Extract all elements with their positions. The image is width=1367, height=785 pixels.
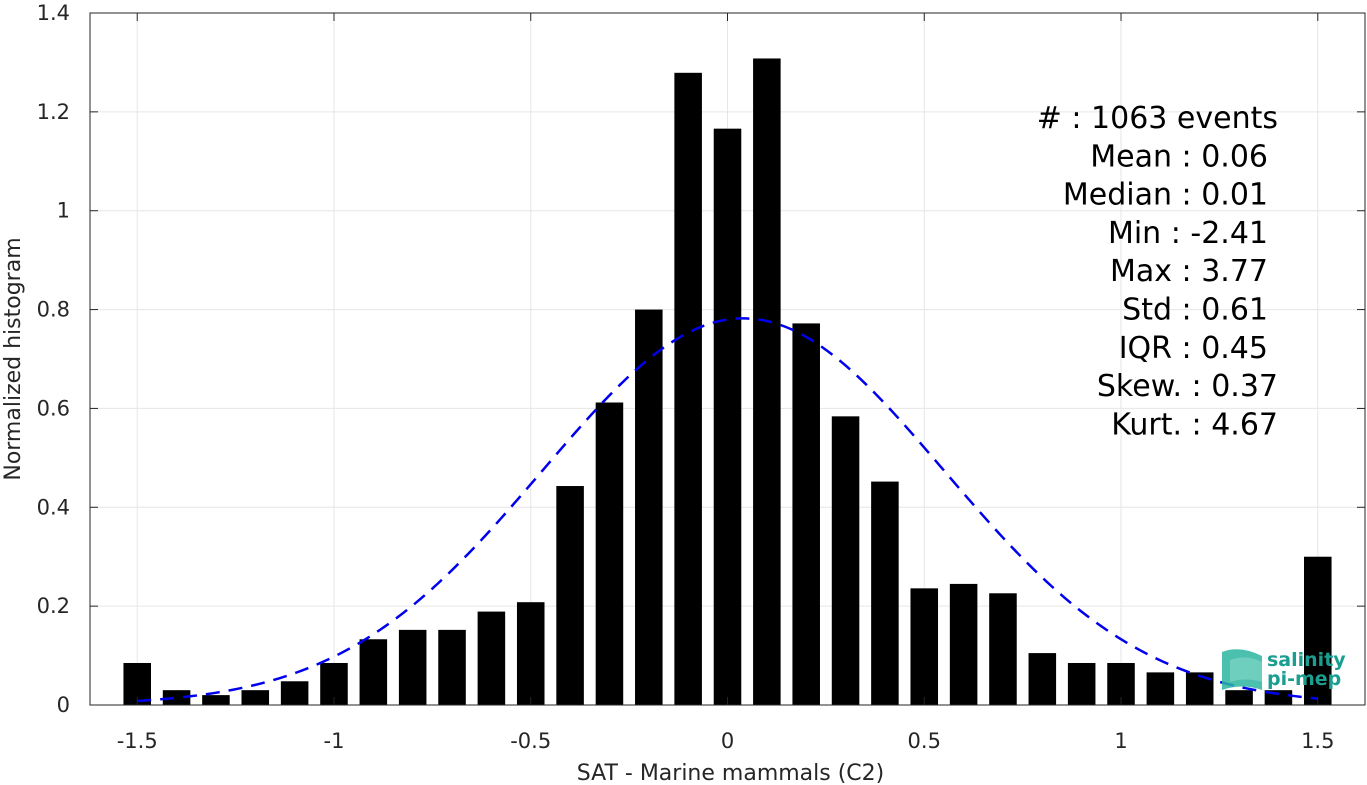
x-tick-label: -1	[324, 729, 345, 753]
histogram-bars	[123, 58, 1332, 706]
histogram-bar	[477, 611, 506, 705]
stat-line: Median : 0.01	[1063, 178, 1268, 213]
histogram-bar	[713, 128, 742, 706]
histogram-bar	[1028, 653, 1057, 705]
y-axis-label: Normalized histogram	[1, 237, 26, 480]
histogram-bar	[949, 583, 978, 705]
histogram-bar	[1146, 672, 1175, 705]
histogram-bar	[398, 629, 427, 705]
y-tick-label: 0	[57, 693, 70, 717]
histogram-bar	[1304, 556, 1332, 705]
histogram-bar	[516, 602, 545, 705]
histogram-bar	[871, 481, 899, 705]
y-tick-label: 0.8	[37, 298, 70, 322]
x-axis-ticks: -1.5 -1 -0.5 0 0.5 1 1.5	[117, 13, 1334, 753]
histogram-bar	[280, 681, 309, 705]
histogram-bar	[1067, 662, 1096, 705]
salinity-pi-mep-logo: salinity pi-mep	[1222, 649, 1346, 690]
x-tick-label: 1.5	[1301, 729, 1334, 753]
x-tick-label: 0.5	[908, 729, 941, 753]
histogram-bar	[831, 416, 860, 705]
x-axis-label: SAT - Marine mammals (C2)	[577, 761, 885, 785]
x-tick-label: 1	[1114, 729, 1127, 753]
y-tick-label: 1.2	[37, 100, 70, 124]
stat-line: IQR : 0.45	[1119, 331, 1268, 366]
histogram-bar	[162, 690, 191, 705]
histogram-bar	[241, 690, 270, 705]
stat-line: Kurt. : 4.67	[1111, 407, 1278, 442]
stat-line: Max : 3.77	[1110, 254, 1268, 289]
y-tick-label: 0.4	[37, 495, 70, 519]
histogram-bar	[910, 588, 939, 705]
logo-text-pi-mep: pi-mep	[1267, 668, 1341, 690]
y-tick-label: 1.4	[37, 1, 70, 25]
histogram-bar	[595, 402, 624, 705]
y-axis-ticks: 0 0.2 0.4 0.6 0.8 1 1.2 1.4	[37, 1, 1365, 717]
y-tick-label: 1	[57, 199, 70, 223]
y-tick-label: 0.2	[37, 594, 70, 618]
x-tick-label: -1.5	[117, 729, 158, 753]
histogram-bar	[359, 639, 388, 705]
histogram-bar	[202, 695, 230, 705]
histogram-bar	[1185, 672, 1214, 705]
histogram-bar	[989, 593, 1017, 705]
stat-line: Std : 0.61	[1122, 293, 1268, 328]
y-tick-label: 0.6	[37, 396, 70, 420]
histogram-bar	[792, 323, 820, 705]
histogram-bar	[753, 58, 781, 705]
stat-line: Skew. : 0.37	[1097, 369, 1278, 404]
x-tick-label: -0.5	[510, 729, 551, 753]
stat-line: # : 1063 events	[1037, 101, 1278, 136]
histogram-bar	[674, 72, 702, 705]
stat-line: Mean : 0.06	[1090, 139, 1268, 174]
stat-line: Min : -2.41	[1108, 216, 1268, 251]
logo-wave-icon-back	[1230, 657, 1262, 682]
histogram-bar	[556, 486, 584, 705]
logo-text-salinity: salinity	[1267, 649, 1346, 671]
x-tick-label: 0	[721, 729, 734, 753]
normal-fit-curve	[137, 317, 1318, 703]
histogram-bar	[1225, 690, 1253, 705]
histogram-bar	[438, 629, 466, 705]
histogram-bar	[635, 309, 663, 705]
